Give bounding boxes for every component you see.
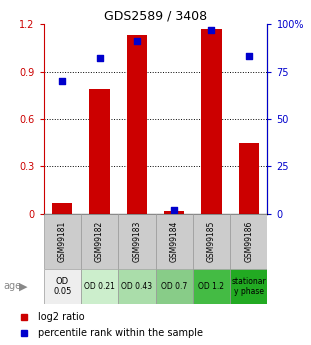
Point (97, 56, 102, 61)
Point (60, 78, 65, 84)
Text: OD 0.7: OD 0.7 (161, 282, 187, 291)
Text: OD 1.2: OD 1.2 (198, 282, 225, 291)
Bar (44, 214, 81, 269)
Bar (230, 214, 267, 269)
Text: age: age (3, 282, 21, 291)
Text: GSM99183: GSM99183 (132, 221, 141, 262)
Title: GDS2589 / 3408: GDS2589 / 3408 (104, 10, 207, 23)
Bar (118, 214, 156, 269)
Bar (193, 269, 230, 304)
Point (246, 53, 251, 59)
Text: stationar
y phase: stationar y phase (231, 277, 266, 296)
Bar (81, 214, 118, 269)
Text: GSM99186: GSM99186 (244, 221, 253, 262)
Point (172, 207, 177, 213)
Point (134, 38, 139, 44)
Bar (156, 269, 193, 304)
Bar (230, 269, 267, 304)
Bar (81, 269, 118, 304)
Point (209, 27, 214, 32)
Bar (193, 214, 230, 269)
Text: ▶: ▶ (19, 282, 28, 291)
Text: GSM99181: GSM99181 (58, 221, 67, 262)
Text: OD
0.05: OD 0.05 (53, 277, 72, 296)
Bar (156, 214, 193, 269)
Bar (118, 269, 156, 304)
Bar (89, 89, 110, 214)
Bar (127, 35, 147, 214)
Bar (239, 143, 259, 214)
Text: OD 0.43: OD 0.43 (121, 282, 152, 291)
Text: percentile rank within the sample: percentile rank within the sample (39, 328, 203, 338)
Bar (44, 269, 81, 304)
Bar (52, 203, 72, 214)
Text: GSM99185: GSM99185 (207, 221, 216, 262)
Text: OD 0.21: OD 0.21 (84, 282, 115, 291)
Text: GSM99182: GSM99182 (95, 221, 104, 262)
Text: log2 ratio: log2 ratio (39, 312, 85, 322)
Bar (164, 211, 184, 214)
Bar (201, 29, 222, 214)
Text: GSM99184: GSM99184 (170, 221, 179, 262)
